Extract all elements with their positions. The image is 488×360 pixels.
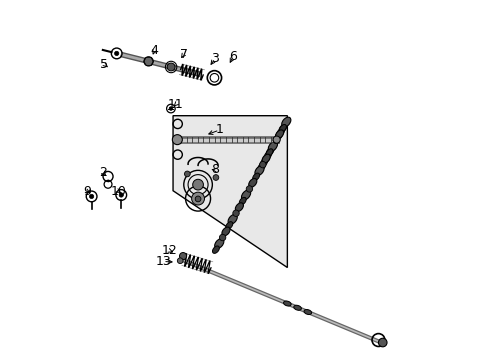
Circle shape — [169, 107, 172, 111]
Ellipse shape — [227, 214, 237, 224]
Ellipse shape — [279, 125, 286, 132]
Ellipse shape — [252, 173, 259, 180]
Circle shape — [219, 234, 225, 241]
Ellipse shape — [241, 190, 250, 200]
Ellipse shape — [255, 167, 263, 175]
Circle shape — [184, 171, 190, 177]
Circle shape — [272, 136, 280, 143]
Circle shape — [172, 135, 182, 145]
Ellipse shape — [276, 128, 284, 136]
Text: 1: 1 — [215, 123, 223, 136]
Circle shape — [119, 193, 123, 197]
Ellipse shape — [279, 125, 286, 132]
Circle shape — [114, 51, 119, 55]
Text: 2: 2 — [99, 166, 107, 179]
Ellipse shape — [293, 305, 301, 310]
Circle shape — [378, 338, 386, 347]
Text: 3: 3 — [211, 52, 219, 65]
Text: 7: 7 — [180, 48, 187, 61]
Circle shape — [179, 252, 186, 260]
Text: 13: 13 — [155, 255, 171, 268]
Circle shape — [192, 179, 203, 190]
Ellipse shape — [274, 132, 282, 140]
Circle shape — [89, 194, 94, 199]
Ellipse shape — [268, 144, 275, 152]
Ellipse shape — [212, 246, 219, 253]
Circle shape — [259, 161, 265, 168]
Text: 12: 12 — [161, 244, 177, 257]
Circle shape — [272, 137, 279, 144]
Circle shape — [167, 63, 175, 71]
Ellipse shape — [266, 148, 273, 156]
Ellipse shape — [275, 130, 283, 139]
Ellipse shape — [264, 151, 271, 159]
Ellipse shape — [268, 141, 277, 151]
Ellipse shape — [281, 117, 290, 127]
Ellipse shape — [283, 301, 290, 306]
Text: 11: 11 — [168, 98, 183, 111]
Ellipse shape — [214, 239, 224, 248]
Ellipse shape — [239, 197, 245, 205]
Ellipse shape — [262, 155, 269, 163]
Circle shape — [143, 57, 153, 66]
Ellipse shape — [262, 154, 270, 163]
Ellipse shape — [265, 149, 272, 156]
Circle shape — [191, 192, 204, 205]
Circle shape — [177, 258, 183, 264]
Ellipse shape — [258, 163, 265, 171]
Circle shape — [246, 186, 252, 192]
Ellipse shape — [222, 227, 229, 236]
Ellipse shape — [270, 140, 278, 148]
Circle shape — [232, 210, 239, 216]
Ellipse shape — [272, 136, 280, 144]
Text: 10: 10 — [111, 185, 126, 198]
Ellipse shape — [248, 179, 256, 187]
Circle shape — [213, 175, 218, 180]
Text: 5: 5 — [100, 58, 108, 71]
Ellipse shape — [260, 159, 267, 167]
Circle shape — [195, 196, 201, 202]
Ellipse shape — [304, 310, 311, 315]
Text: 6: 6 — [229, 50, 237, 63]
Text: 4: 4 — [150, 44, 158, 57]
Polygon shape — [173, 116, 287, 267]
Text: 8: 8 — [211, 163, 219, 176]
Ellipse shape — [235, 203, 243, 212]
Text: 9: 9 — [83, 185, 91, 198]
Ellipse shape — [225, 222, 232, 229]
Ellipse shape — [254, 166, 264, 176]
